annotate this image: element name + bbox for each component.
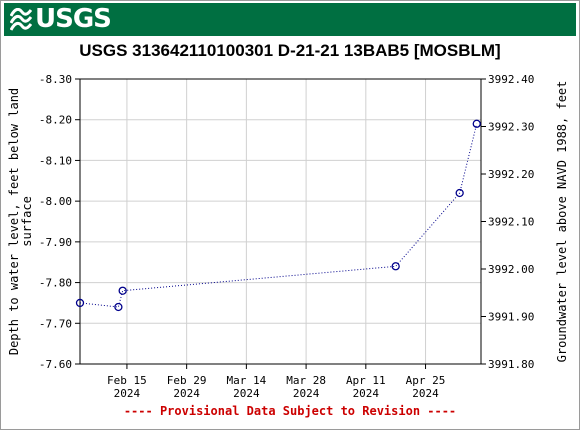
y-left-tick-label: -7.90 xyxy=(39,236,72,249)
y-right-tick-label: 3992.20 xyxy=(488,168,534,181)
x-tick-label: Apr 11 xyxy=(346,374,386,387)
y-left-tick-label: -7.70 xyxy=(39,317,72,330)
x-tick-label-year: 2024 xyxy=(353,387,380,400)
usgs-logo-text: USGS xyxy=(35,4,112,34)
y-right-tick-label: 3991.90 xyxy=(488,311,534,324)
y-right-tick-label: 3992.30 xyxy=(488,121,534,134)
series-line xyxy=(79,123,478,308)
y-left-tick-label: -8.30 xyxy=(39,73,72,86)
plot-border xyxy=(79,78,482,365)
series-water-level xyxy=(75,119,481,312)
x-tick-label: Feb 29 xyxy=(167,374,207,387)
x-tick-label-year: 2024 xyxy=(412,387,439,400)
grid-lines xyxy=(80,78,481,365)
y-left-tick-label: -8.10 xyxy=(39,154,72,167)
data-point[interactable] xyxy=(118,286,127,295)
usgs-logo[interactable]: USGS xyxy=(10,4,112,34)
x-tick-label-year: 2024 xyxy=(293,387,320,400)
x-tick-label: Apr 25 xyxy=(406,374,446,387)
y-right-tick-label: 3992.00 xyxy=(488,263,534,276)
tick-marks xyxy=(75,78,486,369)
x-tick-label-year: 2024 xyxy=(233,387,260,400)
y-axis-left-label: Depth to water level, feet below landsur… xyxy=(7,88,34,355)
data-point[interactable] xyxy=(75,298,85,308)
y-left-tick-label: -7.80 xyxy=(39,277,72,290)
provisional-data-notice: ---- Provisional Data Subject to Revisio… xyxy=(123,404,457,418)
y-right-tick-label: 3992.40 xyxy=(488,73,534,86)
y-axis-right-label: Groundwater level above NAVD 1988, feet xyxy=(555,81,569,363)
data-point[interactable] xyxy=(114,302,123,312)
usgs-banner: USGS xyxy=(4,3,576,36)
x-tick-label: Feb 15 xyxy=(107,374,147,387)
x-tick-label: Mar 28 xyxy=(286,374,326,387)
y-right-tick-label: 3991.80 xyxy=(488,358,534,371)
chart-title: USGS 313642110100301 D-21-21 13BAB5 [MOS… xyxy=(79,41,501,60)
data-point[interactable] xyxy=(472,119,481,128)
y-left-tick-label: -7.60 xyxy=(39,358,72,371)
data-point[interactable] xyxy=(455,188,464,198)
tick-labels: -8.30 -8.20 -8.10 -8.00 -7.90 -7.80 -7.70 -7.60… xyxy=(39,73,534,400)
y-right-tick-label: 3992.10 xyxy=(488,216,534,229)
data-point[interactable] xyxy=(391,262,400,271)
x-tick-label-year: 2024 xyxy=(173,387,200,400)
y-left-tick-label: -8.00 xyxy=(39,195,72,208)
usgs-wave-icon xyxy=(10,7,32,31)
y-left-tick-label: -8.20 xyxy=(39,114,72,127)
x-tick-label: Mar 14 xyxy=(226,374,266,387)
x-tick-label-year: 2024 xyxy=(114,387,141,400)
